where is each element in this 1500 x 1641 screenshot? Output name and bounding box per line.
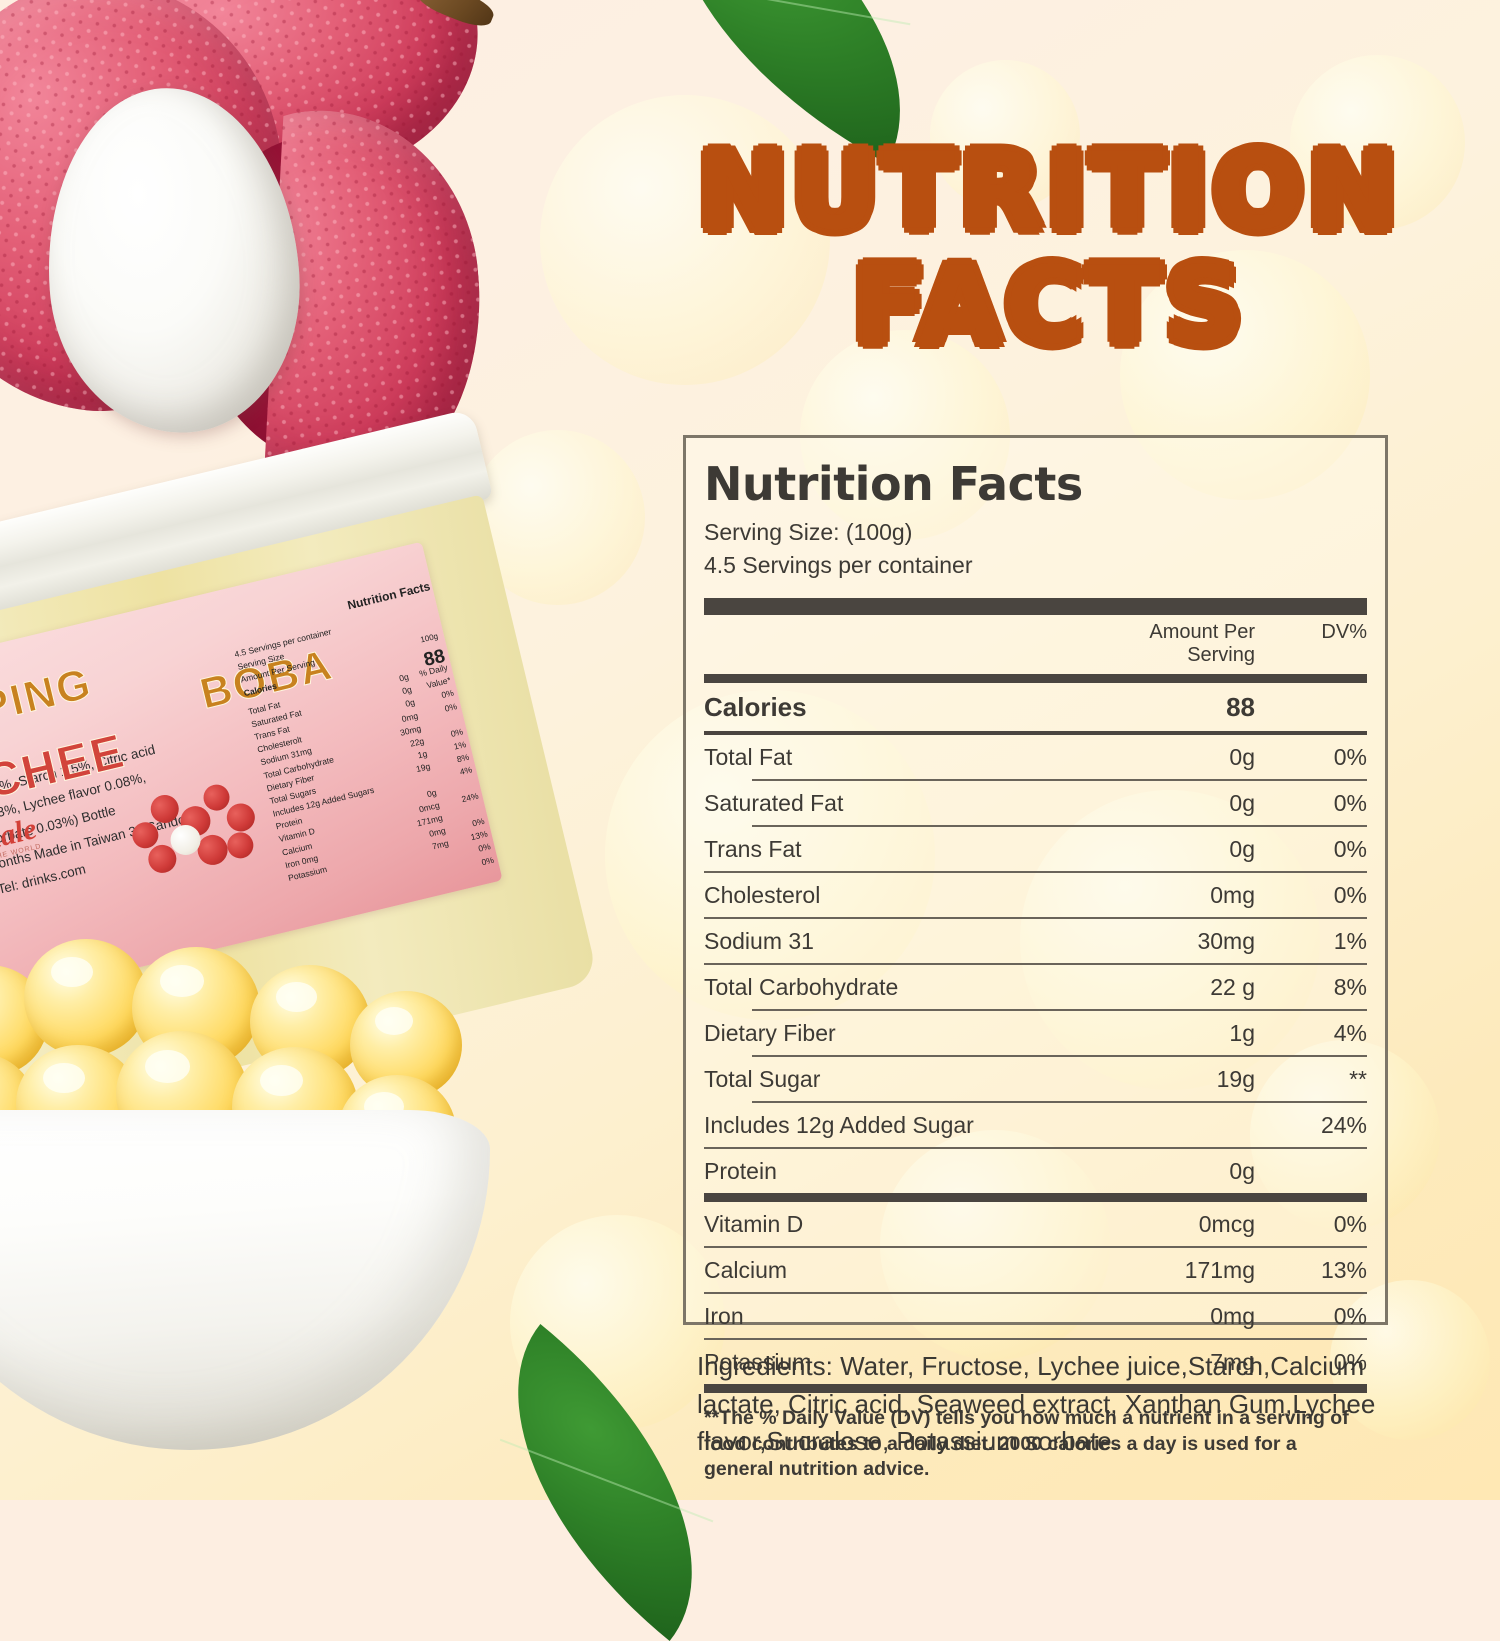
servings-per-container-line: 4.5 Servings per container bbox=[704, 551, 973, 578]
nutrition-header-table: Amount Per Serving DV% bbox=[704, 615, 1367, 674]
header-spacer bbox=[704, 615, 1085, 674]
nutrient-dv bbox=[1255, 1149, 1367, 1193]
row-separator bbox=[704, 778, 1367, 781]
daily-value-footnote: **The % Daily Value (DV) tells you how m… bbox=[704, 1406, 1349, 1481]
row-separator bbox=[704, 1100, 1367, 1103]
row-separator bbox=[704, 870, 1367, 873]
nutrient-label: Sodium 31 bbox=[704, 927, 814, 954]
nutrient-label: Total Fat bbox=[704, 743, 793, 770]
dv-percent-header: DV% bbox=[1321, 620, 1367, 643]
row-separator bbox=[704, 916, 1367, 919]
nutrient-dv: 0% bbox=[1333, 789, 1367, 816]
nutrient-label: Calcium bbox=[704, 1256, 788, 1283]
table-row: Saturated Fat 0g 0% bbox=[704, 781, 1367, 825]
ingredients-list: Ingredients: Water, Fructose, Lychee jui… bbox=[697, 1351, 1376, 1457]
calories-label: Calories bbox=[704, 691, 807, 722]
boba-bowl-image bbox=[0, 925, 520, 1525]
table-row: Sodium 31 30mg 1% bbox=[704, 919, 1367, 963]
nutrient-amount: 19g bbox=[1216, 1065, 1255, 1092]
amount-per-serving-header: Amount Per Serving bbox=[1149, 620, 1255, 666]
nutrient-label: Total Sugar bbox=[704, 1065, 821, 1092]
micro-separator-bar bbox=[704, 1192, 1367, 1202]
nutrient-amount: 0mg bbox=[1210, 881, 1255, 908]
white-bowl bbox=[0, 1110, 490, 1450]
nutrition-facts-panel: Nutrition Facts Serving Size: (100g) 4.5… bbox=[683, 435, 1388, 1480]
nutrient-amount bbox=[1085, 1103, 1255, 1147]
nutrient-label: Iron bbox=[704, 1302, 744, 1329]
table-row: Potassium 7mg 0% bbox=[704, 1340, 1367, 1384]
nutrient-amount: 0mcg bbox=[1198, 1210, 1255, 1237]
macronutrient-table: Total Fat 0g 0% Saturated Fat 0g 0% Trans Fat 0… bbox=[704, 735, 1367, 1193]
header-bar-bottom bbox=[704, 673, 1367, 683]
nutrition-facts-heading: Nutrition Facts bbox=[704, 457, 1083, 511]
title-line-1: NUTRITION bbox=[696, 130, 1402, 253]
nutrient-label: Total Carbohydrate bbox=[704, 973, 899, 1000]
row-separator bbox=[704, 824, 1367, 827]
nutrient-amount: 7mg bbox=[1210, 1348, 1255, 1375]
nutrient-label: Potassium bbox=[704, 1348, 812, 1375]
nutrient-amount: 0g bbox=[1229, 835, 1255, 862]
table-row: Calcium 171mg 13% bbox=[704, 1248, 1367, 1292]
table-row: Dietary Fiber 1g 4% bbox=[704, 1011, 1367, 1055]
nutrient-dv: 0% bbox=[1333, 835, 1367, 862]
row-separator bbox=[704, 1008, 1367, 1011]
nutrient-amount: 0mg bbox=[1210, 1302, 1255, 1329]
calories-table: Calories 88 bbox=[704, 683, 1367, 731]
table-row: Iron 0mg 0% bbox=[704, 1294, 1367, 1338]
nutrient-dv: 8% bbox=[1333, 973, 1367, 1000]
nutrient-amount: 171mg bbox=[1184, 1256, 1255, 1283]
nutrient-label: Dietary Fiber bbox=[704, 1019, 836, 1046]
header-bar-top bbox=[704, 597, 1367, 615]
table-row: Vitamin D 0mcg 0% bbox=[704, 1202, 1367, 1246]
nutrient-dv: ** bbox=[1349, 1065, 1367, 1092]
calories-row: Calories 88 bbox=[704, 683, 1367, 731]
micronutrient-table: Vitamin D 0mcg 0% Calcium 171mg 13% Iron 0mg 0% P… bbox=[704, 1202, 1367, 1384]
row-separator bbox=[704, 1054, 1367, 1057]
row-separator bbox=[704, 1245, 1367, 1248]
nutrient-dv: 0% bbox=[1333, 1348, 1367, 1375]
row-separator bbox=[704, 1146, 1367, 1149]
calories-rule bbox=[704, 730, 1367, 735]
footnote-bar bbox=[704, 1383, 1367, 1393]
table-row: Includes 12g Added Sugar 24% bbox=[704, 1103, 1367, 1147]
nutrient-dv: 1% bbox=[1333, 927, 1367, 954]
nutrient-amount: 22 g bbox=[1210, 973, 1255, 1000]
nutrient-label: Includes 12g Added Sugar bbox=[704, 1111, 974, 1138]
nutrient-label: Trans Fat bbox=[704, 835, 802, 862]
serving-size-line: Serving Size: (100g) bbox=[704, 519, 913, 546]
nutrient-dv: 13% bbox=[1320, 1256, 1367, 1283]
nutrient-label: Vitamin D bbox=[704, 1210, 804, 1237]
nutrient-dv: 0% bbox=[1333, 881, 1367, 908]
table-row: Total Fat 0g 0% bbox=[704, 735, 1367, 779]
nutrient-dv: 0% bbox=[1333, 743, 1367, 770]
table-row: Protein 0g bbox=[704, 1149, 1367, 1193]
table-row: Cholesterol 0mg 0% bbox=[704, 873, 1367, 917]
table-row: Trans Fat 0g 0% bbox=[704, 827, 1367, 871]
nutrient-dv: 0% bbox=[1333, 1210, 1367, 1237]
nutrient-label: Saturated Fat bbox=[704, 789, 844, 816]
nutrient-dv: 4% bbox=[1333, 1019, 1367, 1046]
table-header-row: Amount Per Serving DV% bbox=[704, 615, 1367, 674]
nutrient-amount: 0g bbox=[1229, 789, 1255, 816]
nutrient-amount: 30mg bbox=[1197, 927, 1255, 954]
nutrient-label: Cholesterol bbox=[704, 881, 821, 908]
nutrient-dv: 24% bbox=[1320, 1111, 1367, 1138]
table-row: Total Sugar 19g ** bbox=[704, 1057, 1367, 1101]
nutrient-amount: 1g bbox=[1229, 1019, 1255, 1046]
calories-dv bbox=[1255, 683, 1367, 731]
nutrient-label: Protein bbox=[704, 1157, 777, 1184]
row-separator bbox=[704, 1337, 1367, 1340]
row-separator bbox=[704, 1291, 1367, 1294]
title-line-2: FACTS bbox=[851, 244, 1247, 368]
calories-value: 88 bbox=[1226, 691, 1255, 722]
table-row: Total Carbohydrate 22 g 8% bbox=[704, 965, 1367, 1009]
row-separator bbox=[704, 962, 1367, 965]
nutrient-amount: 0g bbox=[1229, 743, 1255, 770]
nutrient-dv: 0% bbox=[1333, 1302, 1367, 1329]
nutrient-amount: 0g bbox=[1229, 1157, 1255, 1184]
page-title: NUTRITION FACTS bbox=[690, 130, 1410, 368]
